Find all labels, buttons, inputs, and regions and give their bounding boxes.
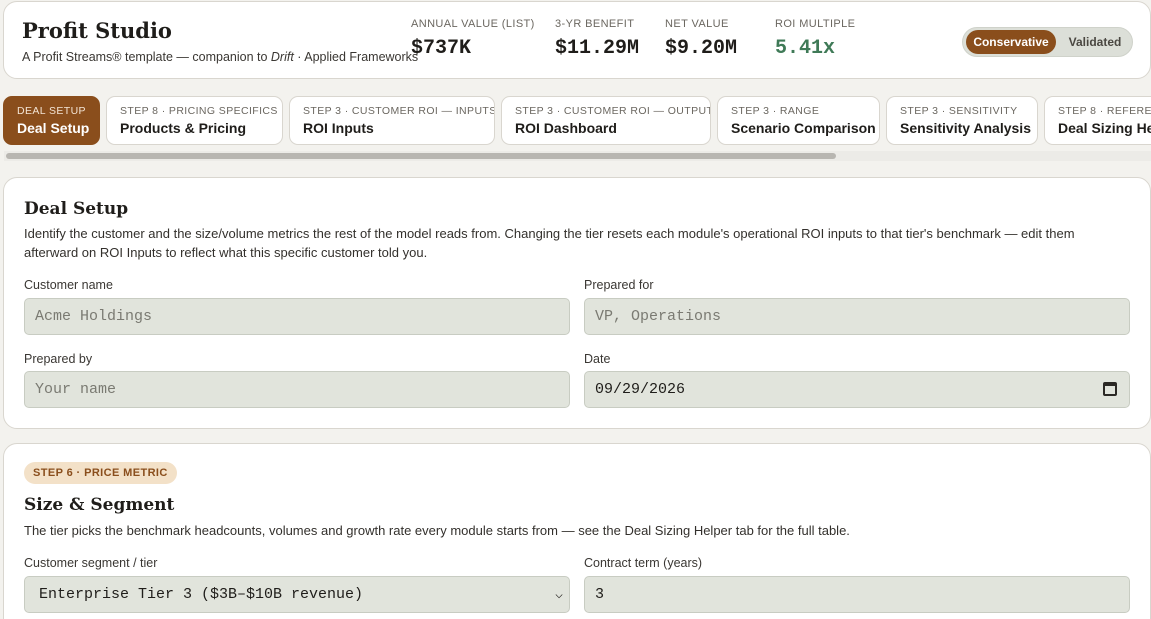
tab-scrollbar[interactable]: [4, 151, 1151, 161]
tab-roi-dashboard[interactable]: STEP 3 · CUSTOMER ROI — OUTPUT ROI Dashb…: [501, 96, 711, 145]
tab-name: Sensitivity Analysis: [900, 120, 1031, 136]
tab-name: Deal Setup: [17, 120, 90, 136]
metric-value: $9.20M: [665, 37, 738, 60]
metric-annual-value: ANNUAL VALUE (LIST) $737K: [411, 18, 535, 60]
date-value: 09/29/2026: [595, 381, 686, 398]
segment-value: Enterprise Tier 3 ($3B–$10B revenue): [39, 586, 364, 603]
prepared-by-input[interactable]: Your name: [24, 371, 570, 408]
app-header: Profit Studio A Profit Streams® template…: [3, 1, 1151, 79]
term-label: Contract term (years): [584, 556, 703, 570]
customer-name-input[interactable]: Acme Holdings: [24, 298, 570, 335]
subtitle-emphasis: Drift: [270, 50, 294, 64]
tab-name: Products & Pricing: [120, 120, 247, 136]
tab-sensitivity-analysis[interactable]: STEP 3 · SENSITIVITY Sensitivity Analysi…: [886, 96, 1038, 145]
toggle-validated[interactable]: Validated: [1068, 35, 1122, 49]
prepared-for-label: Prepared for: [584, 278, 654, 292]
app-title: Profit Studio: [22, 18, 172, 43]
scenario-toggle[interactable]: Conservative Validated: [962, 27, 1133, 57]
tab-roi-inputs[interactable]: STEP 3 · CUSTOMER ROI — INPUTS ROI Input…: [289, 96, 495, 145]
prepared-for-input[interactable]: VP, Operations: [584, 298, 1130, 335]
tab-products-pricing[interactable]: STEP 8 · PRICING SPECIFICS Products & Pr…: [106, 96, 283, 145]
calendar-icon[interactable]: [1103, 382, 1117, 396]
metric-label: ROI MULTIPLE: [775, 18, 856, 30]
step-badge: STEP 6 · PRICE METRIC: [24, 462, 177, 484]
contract-term-input[interactable]: 3: [584, 576, 1130, 613]
tab-step: STEP 3 · CUSTOMER ROI — OUTPUT: [515, 105, 711, 117]
metric-roi-multiple: ROI MULTIPLE 5.41x: [775, 18, 855, 60]
segment-label: Customer segment / tier: [24, 556, 158, 570]
tab-scenario-comparison[interactable]: STEP 3 · RANGE Scenario Comparison: [717, 96, 880, 145]
size-segment-title: Size & Segment: [24, 495, 175, 515]
tab-name: Deal Sizing Helper: [1058, 120, 1151, 136]
tab-step: STEP 3 · CUSTOMER ROI — INPUTS: [303, 105, 495, 117]
metric-3yr-benefit: 3-YR BENEFIT $11.29M: [555, 18, 639, 60]
metric-label: NET VALUE: [665, 18, 729, 30]
chevron-down-icon: ⌵: [555, 587, 563, 602]
deal-setup-title: Deal Setup: [24, 199, 129, 219]
app-subtitle: A Profit Streams® template — companion t…: [22, 50, 418, 64]
deal-setup-description: Identify the customer and the size/volum…: [24, 226, 1075, 260]
metric-value: $737K: [411, 37, 472, 60]
toggle-conservative[interactable]: Conservative: [966, 30, 1056, 54]
subtitle-prefix: A Profit Streams® template — companion t…: [22, 50, 271, 64]
date-input[interactable]: 09/29/2026: [584, 371, 1130, 408]
tab-name: Scenario Comparison: [731, 120, 876, 136]
tab-step: STEP 3 · RANGE: [731, 105, 820, 117]
tab-bar: DEAL SETUP Deal Setup STEP 8 · PRICING S…: [0, 96, 1151, 146]
metric-label: 3-YR BENEFIT: [555, 18, 635, 30]
metric-label: ANNUAL VALUE (LIST): [411, 18, 535, 30]
tab-step: STEP 8 · PRICING SPECIFICS: [120, 105, 278, 117]
metric-value: $11.29M: [555, 37, 640, 60]
deal-setup-card: Deal Setup Identify the customer and the…: [3, 177, 1151, 429]
tab-step: DEAL SETUP: [17, 105, 86, 117]
tab-deal-setup[interactable]: DEAL SETUP Deal Setup: [3, 96, 100, 145]
tab-step: STEP 3 · SENSITIVITY: [900, 105, 1018, 117]
date-label: Date: [584, 352, 611, 366]
scrollbar-thumb[interactable]: [6, 153, 836, 159]
tab-name: ROI Dashboard: [515, 120, 617, 136]
prepared-by-label: Prepared by: [24, 352, 93, 366]
subtitle-suffix: · Applied Frameworks: [293, 50, 419, 64]
metric-value: 5.41x: [775, 37, 836, 60]
tab-step: STEP 8 · REFERENCE: [1058, 105, 1151, 117]
customer-name-label: Customer name: [24, 278, 113, 292]
segment-select[interactable]: Enterprise Tier 3 ($3B–$10B revenue) ⌵: [24, 576, 570, 613]
tab-name: ROI Inputs: [303, 120, 374, 136]
size-segment-card: STEP 6 · PRICE METRIC Size & Segment The…: [3, 443, 1151, 619]
metric-net-value: NET VALUE $9.20M: [665, 18, 737, 60]
size-segment-description: The tier picks the benchmark headcounts,…: [24, 523, 850, 538]
tab-deal-sizing-helper[interactable]: STEP 8 · REFERENCE Deal Sizing Helper: [1044, 96, 1151, 145]
